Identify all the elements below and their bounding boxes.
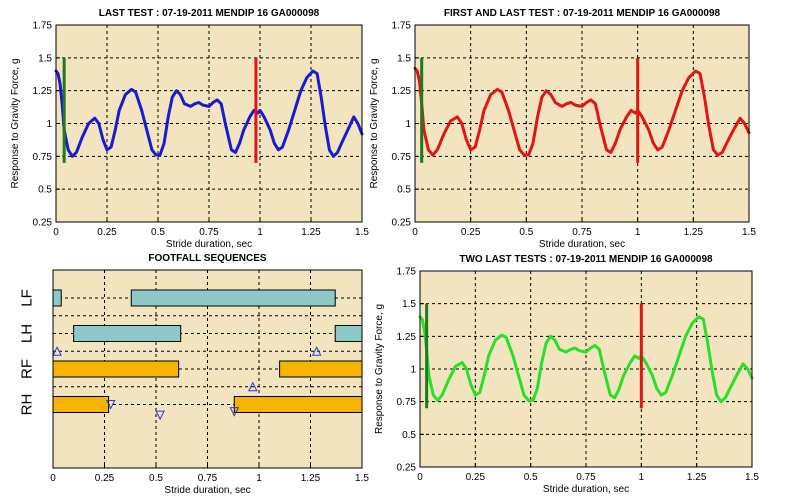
stance-bar-lh bbox=[73, 325, 182, 342]
y-tick-label: 0.25 bbox=[33, 218, 53, 229]
two-last-tests-y-axis-label: Response to Gravity Force, g bbox=[374, 304, 385, 434]
two-last-tests-axes-frame bbox=[419, 270, 753, 468]
x-tick-label: 0.75 bbox=[199, 227, 219, 238]
x-tick-label: 1.25 bbox=[684, 227, 704, 238]
stance-bar-lf bbox=[130, 289, 336, 307]
y-tick-label: 1.75 bbox=[33, 21, 53, 32]
y-tick-label: 1 bbox=[46, 119, 52, 130]
y-tick-label: 1 bbox=[405, 119, 411, 130]
x-tick-label: 0.25 bbox=[95, 473, 115, 484]
x-tick-label: 1.25 bbox=[687, 472, 707, 483]
last-test-series-line bbox=[54, 69, 364, 158]
last-test-y-axis-label: Response to Gravity Force, g bbox=[10, 58, 21, 188]
y-tick-label: 0.25 bbox=[392, 218, 412, 229]
footfall-sequences-chart: FOOTFALL SEQUENCES 0 0.25 0.5 0.75 1 1.25 1.5 LF… bbox=[19, 253, 370, 496]
y-tick-label: 1.5 bbox=[402, 299, 416, 310]
last-test-x-axis-label: Stride duration, sec bbox=[166, 239, 252, 250]
y-tick-label: 1 bbox=[410, 365, 416, 376]
first-and-last-test-chart: FIRST AND LAST TEST : 07-19-2011 MENDIP … bbox=[369, 8, 756, 250]
stance-bar-lh bbox=[334, 325, 363, 342]
y-tick-label: 0.5 bbox=[397, 185, 411, 196]
leg-label-lh: LH bbox=[19, 324, 36, 343]
stance-bar-rh bbox=[52, 396, 110, 413]
y-tick-label: 1.75 bbox=[397, 267, 417, 278]
y-tick-label: 1.25 bbox=[397, 332, 417, 343]
footfall-event-marker bbox=[229, 407, 240, 417]
x-tick-label: 1 bbox=[635, 227, 641, 238]
y-tick-label: 1.75 bbox=[392, 21, 412, 32]
x-tick-label: 1 bbox=[257, 227, 263, 238]
x-tick-label: 1.25 bbox=[301, 227, 321, 238]
first-and-last-test-y-axis-label: Response to Gravity Force, g bbox=[369, 58, 380, 188]
x-tick-label: 0.75 bbox=[198, 473, 218, 484]
x-tick-label: 0 bbox=[53, 227, 59, 238]
footfall-event-marker bbox=[248, 381, 258, 392]
x-tick-label: 0 bbox=[412, 227, 418, 238]
last-test-chart: LAST TEST : 07-19-2011 MENDIP 16 GA00009… bbox=[10, 8, 369, 250]
footfall-event-marker bbox=[52, 346, 62, 356]
footfall-sequences-axes-frame bbox=[52, 269, 363, 469]
x-tick-label: 1.5 bbox=[745, 472, 759, 483]
first-and-last-test-title: FIRST AND LAST TEST : 07-19-2011 MENDIP … bbox=[444, 8, 721, 19]
two-last-tests-x-axis-label: Stride duration, sec bbox=[543, 484, 629, 495]
stance-bar-rf bbox=[52, 360, 180, 378]
x-tick-label: 1.25 bbox=[301, 473, 321, 484]
x-tick-label: 0.5 bbox=[519, 227, 533, 238]
first-and-last-test-series-line bbox=[413, 66, 751, 157]
y-tick-label: 1.25 bbox=[392, 86, 412, 97]
two-last-tests-title: TWO LAST TESTS : 07-19-2011 MENDIP 16 GA… bbox=[459, 254, 713, 265]
x-tick-label: 1 bbox=[256, 473, 262, 484]
x-tick-label: 0.75 bbox=[572, 227, 592, 238]
y-tick-label: 1.5 bbox=[397, 53, 411, 64]
leg-label-rh: RH bbox=[19, 394, 36, 416]
x-tick-label: 0.25 bbox=[97, 227, 117, 238]
x-tick-label: 0 bbox=[417, 472, 423, 483]
leg-label-lf: LF bbox=[19, 289, 36, 307]
first-and-last-test-x-axis-label: Stride duration, sec bbox=[539, 239, 625, 250]
y-tick-label: 0.75 bbox=[392, 152, 412, 163]
y-tick-label: 1.25 bbox=[33, 86, 53, 97]
stance-bar-rf bbox=[279, 360, 363, 378]
x-tick-label: 0.75 bbox=[576, 472, 596, 483]
y-tick-label: 0.75 bbox=[397, 397, 417, 408]
footfall-event-marker bbox=[105, 400, 116, 410]
y-tick-label: 0.75 bbox=[33, 152, 53, 163]
stance-bar-lf bbox=[52, 289, 62, 307]
footfall-event-marker bbox=[155, 410, 165, 421]
x-tick-label: 0.5 bbox=[524, 472, 538, 483]
x-tick-label: 0.25 bbox=[461, 227, 481, 238]
x-tick-label: 0 bbox=[50, 473, 56, 484]
two-last-tests-chart: TWO LAST TESTS : 07-19-2011 MENDIP 16 GA… bbox=[374, 254, 759, 495]
y-tick-label: 0.25 bbox=[397, 463, 417, 474]
x-tick-label: 1.5 bbox=[355, 227, 369, 238]
leg-label-rf: RF bbox=[19, 359, 36, 379]
x-tick-label: 1.5 bbox=[742, 227, 756, 238]
y-tick-label: 0.5 bbox=[402, 430, 416, 441]
two-last-tests-series-line bbox=[418, 315, 754, 404]
last-test-axes-frame bbox=[55, 24, 363, 223]
x-tick-label: 0.5 bbox=[149, 473, 163, 484]
stance-bar-rh bbox=[233, 396, 363, 413]
last-test-title: LAST TEST : 07-19-2011 MENDIP 16 GA00009… bbox=[99, 8, 320, 19]
y-tick-label: 1.5 bbox=[38, 53, 52, 64]
x-tick-label: 1.5 bbox=[355, 473, 369, 484]
x-tick-label: 0.5 bbox=[151, 227, 165, 238]
first-and-last-test-axes-frame bbox=[414, 24, 750, 223]
x-tick-label: 1 bbox=[639, 472, 645, 483]
y-tick-label: 0.5 bbox=[38, 185, 52, 196]
footfall-event-marker bbox=[311, 346, 322, 356]
x-tick-label: 0.25 bbox=[466, 472, 486, 483]
footfall-sequences-title: FOOTFALL SEQUENCES bbox=[148, 253, 266, 264]
footfall-sequences-x-axis-label: Stride duration, sec bbox=[164, 485, 250, 496]
